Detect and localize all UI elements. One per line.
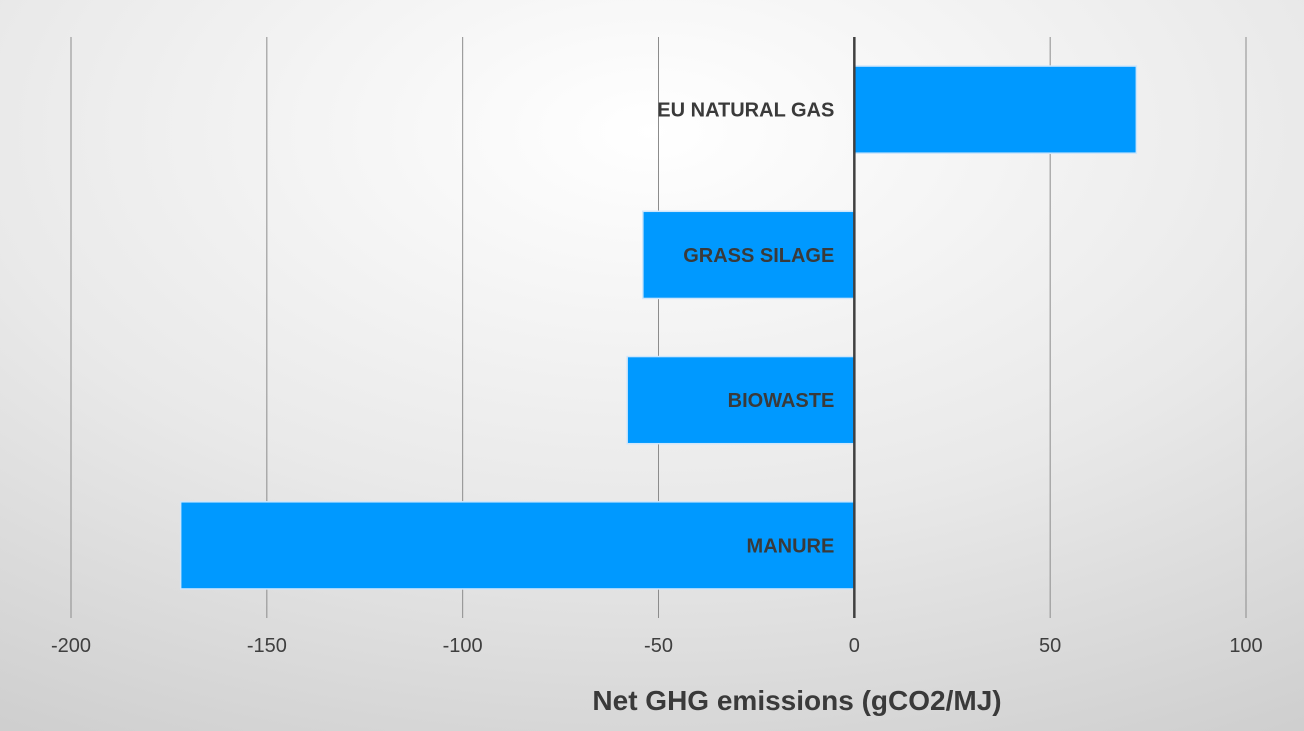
category-label-3: MANURE: [747, 535, 835, 557]
x-tick-label-3: -50: [644, 635, 673, 657]
x-tick-label-0: -200: [51, 635, 91, 657]
category-label-0: EU NATURAL GAS: [657, 100, 834, 122]
category-labels: EU NATURAL GAS GRASS SILAGE BIOWASTE MANURE: [657, 100, 834, 558]
x-tick-label-1: -150: [247, 635, 287, 657]
bar-1: [642, 210, 856, 300]
x-tick-label-2: -100: [443, 635, 483, 657]
bars: [179, 65, 1138, 590]
x-tick-label-4: 0: [849, 635, 860, 657]
bar-3: [179, 501, 856, 590]
gridlines: [70, 37, 1247, 618]
category-label-2: BIOWASTE: [728, 390, 835, 412]
x-tick-label-5: 50: [1039, 635, 1061, 657]
bar-0: [853, 65, 1138, 154]
x-axis-title: Net GHG emissions (gCO2/MJ): [592, 685, 1001, 716]
x-tick-labels: -200 -150 -100 -50 0 50 100: [51, 635, 1263, 657]
bar-2: [626, 355, 856, 445]
x-tick-label-6: 100: [1229, 635, 1262, 657]
category-label-1: GRASS SILAGE: [683, 245, 834, 267]
